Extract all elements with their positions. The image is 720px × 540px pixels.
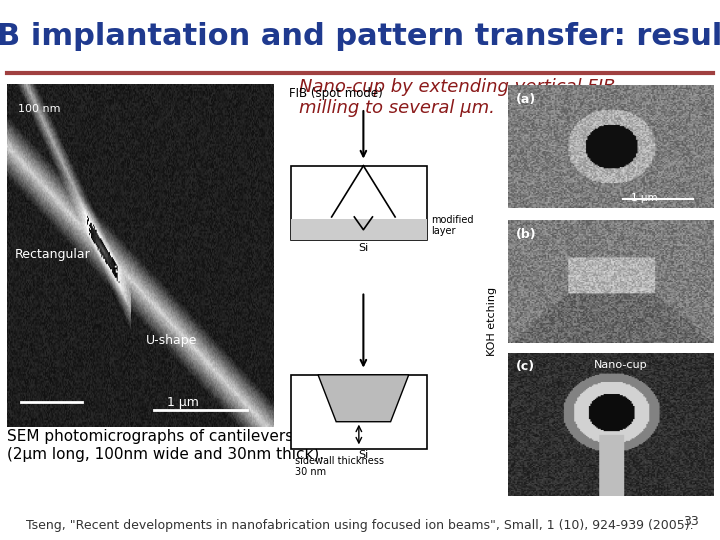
Text: Si: Si xyxy=(359,450,369,460)
Text: 33: 33 xyxy=(683,515,698,528)
Bar xyxy=(291,219,427,240)
Text: (b): (b) xyxy=(516,228,536,241)
Bar xyxy=(291,375,427,449)
Text: 100 nm: 100 nm xyxy=(18,104,60,114)
Text: Rectangular: Rectangular xyxy=(15,248,91,261)
Text: SEM photomicrographs of cantilevers
(2μm long, 100nm wide and 30nm thick).: SEM photomicrographs of cantilevers (2μm… xyxy=(7,429,324,462)
Text: FIB (spot mode): FIB (spot mode) xyxy=(289,87,382,100)
Text: (a): (a) xyxy=(516,93,536,106)
Text: Tseng, "Recent developments in nanofabrication using focused ion beams", Small, : Tseng, "Recent developments in nanofabri… xyxy=(26,519,694,532)
Text: FIB implantation and pattern transfer: results: FIB implantation and pattern transfer: r… xyxy=(0,22,720,51)
Text: sidewall thickness
30 nm: sidewall thickness 30 nm xyxy=(295,456,384,477)
Polygon shape xyxy=(318,375,409,422)
Text: Si: Si xyxy=(359,242,369,253)
Text: (c): (c) xyxy=(516,360,535,373)
Text: 1 μm: 1 μm xyxy=(631,193,657,202)
Text: Nano-cup by extending vertical FIB
milling to several μm.: Nano-cup by extending vertical FIB milli… xyxy=(299,78,615,117)
Text: 1 μm: 1 μm xyxy=(167,396,199,409)
Bar xyxy=(291,166,427,240)
Text: U-shape: U-shape xyxy=(145,334,197,347)
Text: Nano-cup: Nano-cup xyxy=(594,360,647,370)
Text: KOH etching: KOH etching xyxy=(487,287,498,356)
Text: modified
layer: modified layer xyxy=(431,215,474,237)
